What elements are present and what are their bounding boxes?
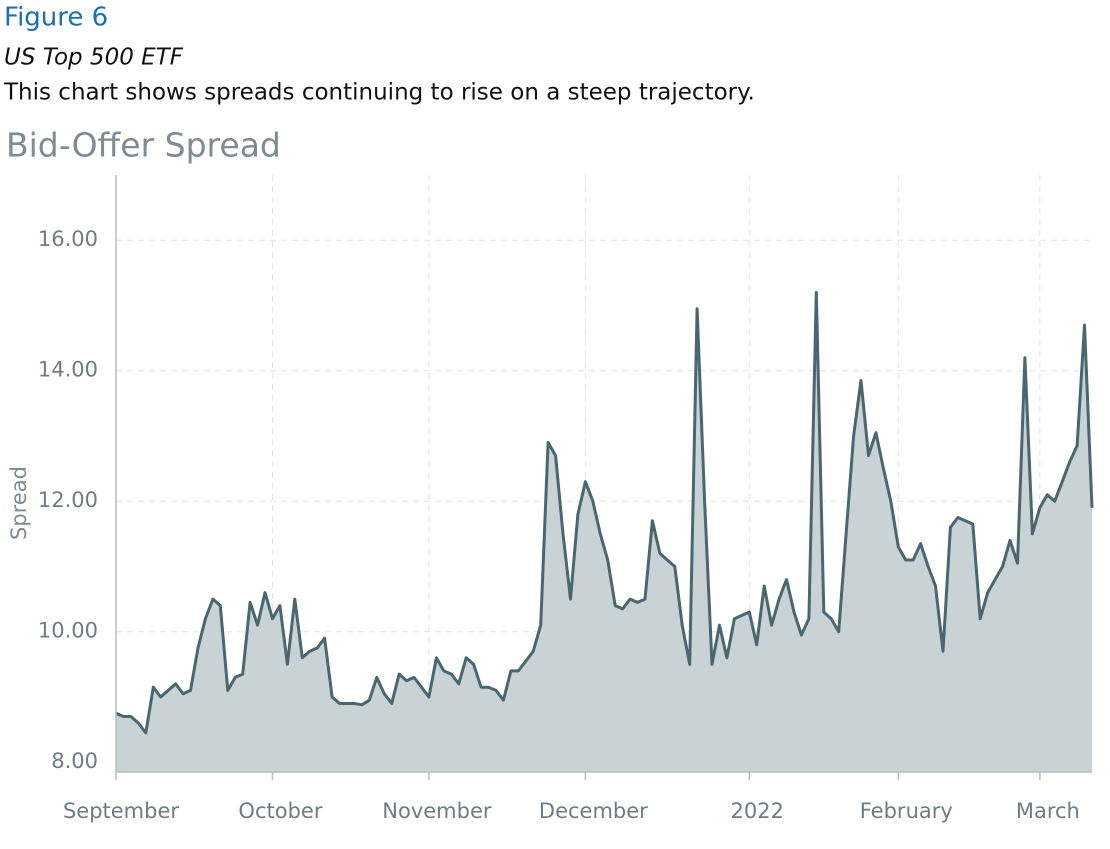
y-tick-label: 10.00 (38, 619, 98, 643)
x-tick-label: October (238, 799, 322, 823)
y-tick-label: 8.00 (51, 749, 98, 773)
y-tick-label: 12.00 (38, 488, 98, 512)
heading: US Top 500 ETF (4, 45, 184, 71)
x-tick-label: September (63, 799, 179, 823)
description: This chart shows spreads continuing to r… (3, 80, 755, 106)
y-axis-label: Spread (7, 466, 31, 540)
y-tick-label: 14.00 (38, 358, 98, 382)
x-tick-label: November (382, 799, 492, 823)
chart-title: Bid-Offer Spread (6, 126, 281, 165)
figure-label: Figure 6 (4, 3, 108, 33)
line (115, 290, 1094, 735)
x-tick-label: March (1016, 799, 1080, 823)
x-tick-label: December (539, 799, 648, 823)
y-tick-label: 16.00 (38, 227, 98, 251)
x-tick-label: February (860, 799, 953, 823)
x-tick-label: 2022 (731, 799, 784, 823)
area (116, 292, 1092, 772)
